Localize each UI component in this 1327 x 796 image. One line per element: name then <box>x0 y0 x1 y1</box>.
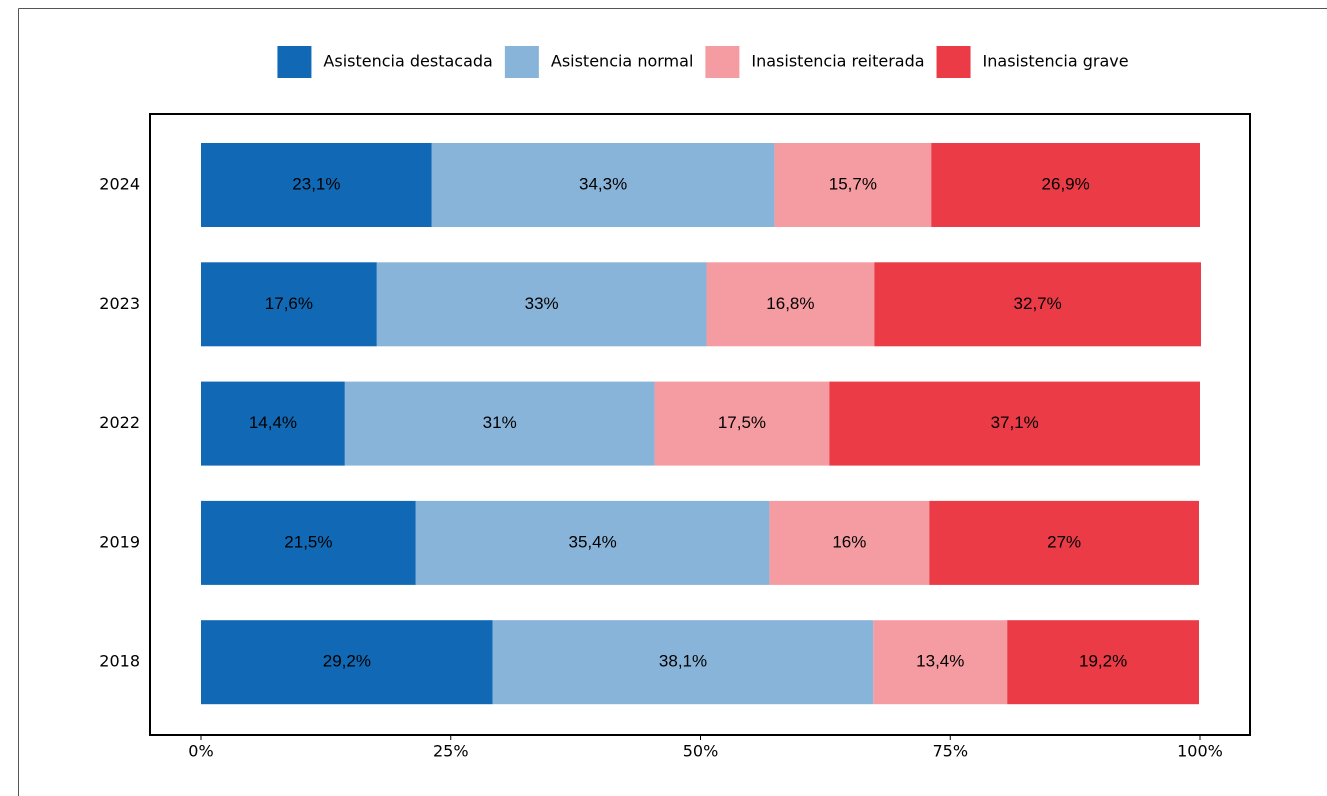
legend-swatch <box>705 46 740 78</box>
legend-label: Asistencia destacada <box>323 52 492 71</box>
bar-segment <box>201 500 416 585</box>
bar-segment <box>201 143 432 227</box>
value-label: 13,4% <box>916 652 964 671</box>
bar-segment <box>706 262 875 347</box>
bar-segment <box>654 381 830 466</box>
value-label: 31% <box>483 413 517 432</box>
value-label: 15,7% <box>829 174 877 193</box>
bar-segment <box>874 262 1201 347</box>
bar-segment <box>769 500 930 585</box>
legend-swatch <box>504 46 539 78</box>
value-label: 38,1% <box>659 652 707 671</box>
bar-segment <box>931 143 1200 227</box>
bar-segment <box>873 620 1008 705</box>
x-tick-label: 0% <box>188 742 213 761</box>
legend-label: Inasistencia reiterada <box>751 52 924 71</box>
value-label: 35,4% <box>569 532 617 551</box>
value-label: 17,6% <box>265 294 313 313</box>
y-tick-label: 2018 <box>99 652 140 671</box>
bar-segment <box>431 143 775 227</box>
bar-segment <box>201 262 377 347</box>
value-label: 16% <box>832 532 866 551</box>
value-label: 19,2% <box>1079 652 1127 671</box>
value-label: 37,1% <box>991 413 1039 432</box>
bar-segment <box>829 381 1200 466</box>
value-label: 29,2% <box>323 652 371 671</box>
value-label: 16,8% <box>766 294 814 313</box>
bar-segment <box>492 620 874 705</box>
x-tick-label: 100% <box>1177 742 1223 761</box>
value-label: 27% <box>1047 532 1081 551</box>
bar-segment <box>774 143 932 227</box>
bar-segment <box>201 381 345 466</box>
legend-label: Inasistencia grave <box>983 52 1129 71</box>
value-label: 34,3% <box>579 174 627 193</box>
x-tick-label: 50% <box>683 742 719 761</box>
value-label: 32,7% <box>1014 294 1062 313</box>
bar-segment <box>201 620 493 705</box>
x-tick-label: 75% <box>932 742 968 761</box>
y-tick-label: 2022 <box>99 413 140 432</box>
legend-swatch <box>277 46 312 78</box>
value-label: 33% <box>525 294 559 313</box>
legend-swatch <box>936 46 971 78</box>
value-label: 23,1% <box>292 174 340 193</box>
value-label: 21,5% <box>284 532 332 551</box>
legend-label: Asistencia normal <box>551 52 694 71</box>
legend: Asistencia destacada Asistencia normal Ina… <box>277 46 1129 78</box>
y-tick-label: 2024 <box>99 175 140 194</box>
y-tick-label: 2019 <box>99 532 140 551</box>
value-label: 17,5% <box>718 413 766 432</box>
bar-segment <box>415 500 770 585</box>
bar-segment <box>929 500 1200 585</box>
value-label: 26,9% <box>1042 174 1090 193</box>
y-tick-label: 2023 <box>99 294 140 313</box>
value-label: 14,4% <box>249 413 297 432</box>
x-tick-label: 25% <box>433 742 469 761</box>
bar-segment <box>1007 620 1200 705</box>
bar-segment <box>376 262 707 347</box>
bar-segment <box>344 381 655 466</box>
